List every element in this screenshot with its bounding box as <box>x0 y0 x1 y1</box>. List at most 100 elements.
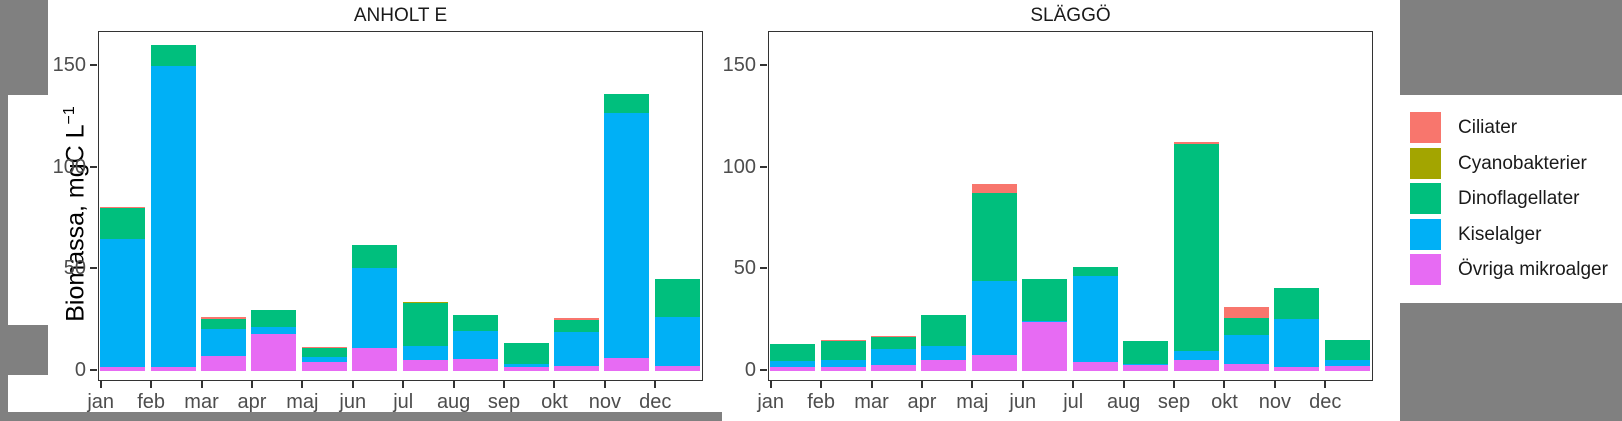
x-tick <box>301 381 304 388</box>
legend-item: Dinoflagellater <box>1410 183 1620 214</box>
x-tick-label-apr: apr <box>237 391 267 413</box>
bar-segment-jun <box>352 348 398 371</box>
bar-segment-maj <box>301 348 347 358</box>
bar-segment-aug <box>453 330 499 360</box>
x-tick-label-aug: aug <box>436 391 471 413</box>
gray-mask-mid-left <box>0 325 48 375</box>
bar-segment-apr <box>251 333 297 371</box>
bar-segment-maj <box>301 347 347 349</box>
bar-segment-sep <box>1173 143 1219 352</box>
x-tick <box>603 381 606 388</box>
gray-mask-bottom-strip <box>0 412 722 421</box>
y-tick-label: 150 <box>722 54 756 76</box>
bar-segment-jan <box>100 207 146 240</box>
bar-segment-jun <box>352 267 398 349</box>
x-tick <box>769 381 772 388</box>
x-tick <box>553 381 556 388</box>
legend-swatch <box>1410 254 1441 285</box>
y-tick <box>90 64 97 66</box>
bar-segment-maj <box>301 362 347 371</box>
legend-label: Ciliater <box>1458 117 1518 138</box>
y-tick-label: 0 <box>744 359 756 381</box>
bar-segment-nov <box>604 358 650 371</box>
x-tick <box>1072 381 1075 388</box>
gray-mask-top-right <box>1400 0 1622 95</box>
bar-segment-nov <box>1274 288 1320 319</box>
bar-segment-mar <box>201 317 247 319</box>
legend-label: Dinoflagellater <box>1458 188 1580 209</box>
y-tick-label: 100 <box>52 155 86 178</box>
bar-segment-jan <box>770 343 816 362</box>
x-tick-label-okt: okt <box>541 391 568 413</box>
legend-label: Övriga mikroalger <box>1458 259 1608 280</box>
bar-segment-okt <box>1223 318 1269 336</box>
bar-segment-okt <box>1223 364 1269 371</box>
bar-segment-okt <box>553 331 599 367</box>
bar-segment-apr <box>921 346 967 361</box>
bar-segment-maj <box>971 355 1017 371</box>
bar-segment-apr <box>251 326 297 334</box>
x-tick-label-maj: maj <box>286 391 319 413</box>
legend-label: Kiselalger <box>1458 223 1542 245</box>
gray-mask-bottom-right <box>1400 303 1622 421</box>
bar-segment-mar <box>871 337 917 349</box>
bar-segment-sep <box>503 364 549 368</box>
x-tick <box>200 381 203 388</box>
bar-segment-okt <box>553 366 599 371</box>
bar-segment-jun <box>1022 320 1068 322</box>
bar-segment-jan <box>100 206 146 208</box>
bar-segment-mar <box>201 356 247 371</box>
bar-segment-maj <box>971 184 1017 193</box>
y-axis-title: Biomassa, mgC L−1 <box>53 19 89 409</box>
bar-segment-jul <box>402 346 448 361</box>
bar-segment-aug <box>453 314 499 331</box>
bar-segment-dec <box>1324 340 1370 360</box>
bar-segment-feb <box>820 341 866 360</box>
bar-segment-mar <box>871 365 917 371</box>
y-tick-label: 50 <box>733 257 756 280</box>
bar-segment-jun <box>1022 279 1068 321</box>
bar-segment-apr <box>921 315 967 347</box>
x-tick-label-jun: jun <box>1009 391 1037 413</box>
x-tick-label-jan: jan <box>87 391 115 413</box>
x-tick-label-sep: sep <box>1157 391 1191 413</box>
x-tick <box>1122 381 1125 388</box>
x-tick-label-nov: nov <box>1258 391 1291 413</box>
bar-segment-jul <box>402 360 448 371</box>
x-tick-label-dec: dec <box>1309 391 1342 413</box>
bar-segment-sep <box>1173 351 1219 361</box>
bar-segment-nov <box>604 113 650 359</box>
x-tick <box>1223 381 1226 388</box>
bar-segment-jan <box>770 361 816 368</box>
x-tick <box>1324 381 1327 388</box>
bar-segment-feb <box>820 340 866 342</box>
x-tick <box>150 381 153 388</box>
x-tick-label-dec: dec <box>639 391 672 413</box>
y-tick <box>760 165 767 168</box>
panel-title-anholt: ANHOLT E <box>353 5 448 26</box>
bar-segment-mar <box>871 336 917 338</box>
x-tick-label-jun: jun <box>339 391 367 413</box>
legend-item: Cyanobakterier <box>1410 147 1620 179</box>
bar-segment-jul <box>1072 266 1118 276</box>
x-tick <box>503 381 506 388</box>
bar-segment-jul <box>402 303 448 347</box>
bar-segment-mar <box>201 318 247 329</box>
bar-segment-apr <box>251 309 297 327</box>
bar-segment-nov <box>1274 318 1320 368</box>
bar-segment-aug <box>453 359 499 371</box>
x-tick <box>820 381 823 388</box>
x-tick-label-mar: mar <box>854 391 889 413</box>
x-tick <box>452 381 455 388</box>
bar-segment-feb <box>150 45 196 66</box>
x-tick-label-okt: okt <box>1211 391 1238 413</box>
legend-swatch <box>1410 147 1441 179</box>
bar-segment-maj <box>301 357 347 363</box>
bar-segment-jun <box>352 245 398 268</box>
y-tick <box>760 369 767 371</box>
x-tick-label-apr: apr <box>907 391 937 413</box>
bar-segment-feb <box>150 367 196 371</box>
x-tick-label-jul: jul <box>1063 391 1084 413</box>
bar-segment-feb <box>820 367 866 371</box>
